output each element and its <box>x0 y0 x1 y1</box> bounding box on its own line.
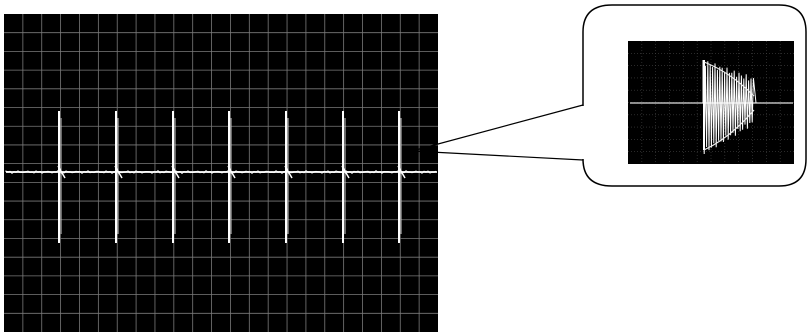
pulse-glitch <box>227 165 236 179</box>
pulse <box>227 111 236 243</box>
pulse-glitch <box>57 165 66 179</box>
callout-pointer-lower <box>411 150 584 161</box>
baseline-noise-trace <box>5 169 437 175</box>
pulse-glitch <box>171 165 180 179</box>
burst-envelope-top <box>703 61 755 97</box>
zoom-inset <box>628 41 794 164</box>
pulse-glitch <box>284 165 293 179</box>
zoom-inset-burst <box>702 59 757 155</box>
pulse-glitch <box>341 165 350 179</box>
pulse-glitch <box>397 165 406 179</box>
pulse <box>341 111 350 243</box>
main-scope-baseline-noise <box>5 169 437 175</box>
main-scope-pulses <box>57 111 406 243</box>
pulse <box>57 111 66 243</box>
burst-envelope-bottom <box>703 109 755 151</box>
pulse <box>284 111 293 243</box>
callout-pointer <box>411 104 584 161</box>
main-scope <box>4 14 438 332</box>
pulse-glitch <box>114 165 123 179</box>
burst-oscillation <box>702 59 757 155</box>
pulse <box>397 111 406 243</box>
pulse <box>171 111 180 243</box>
callout-pointer-upper <box>411 104 584 152</box>
pulse <box>114 111 123 243</box>
